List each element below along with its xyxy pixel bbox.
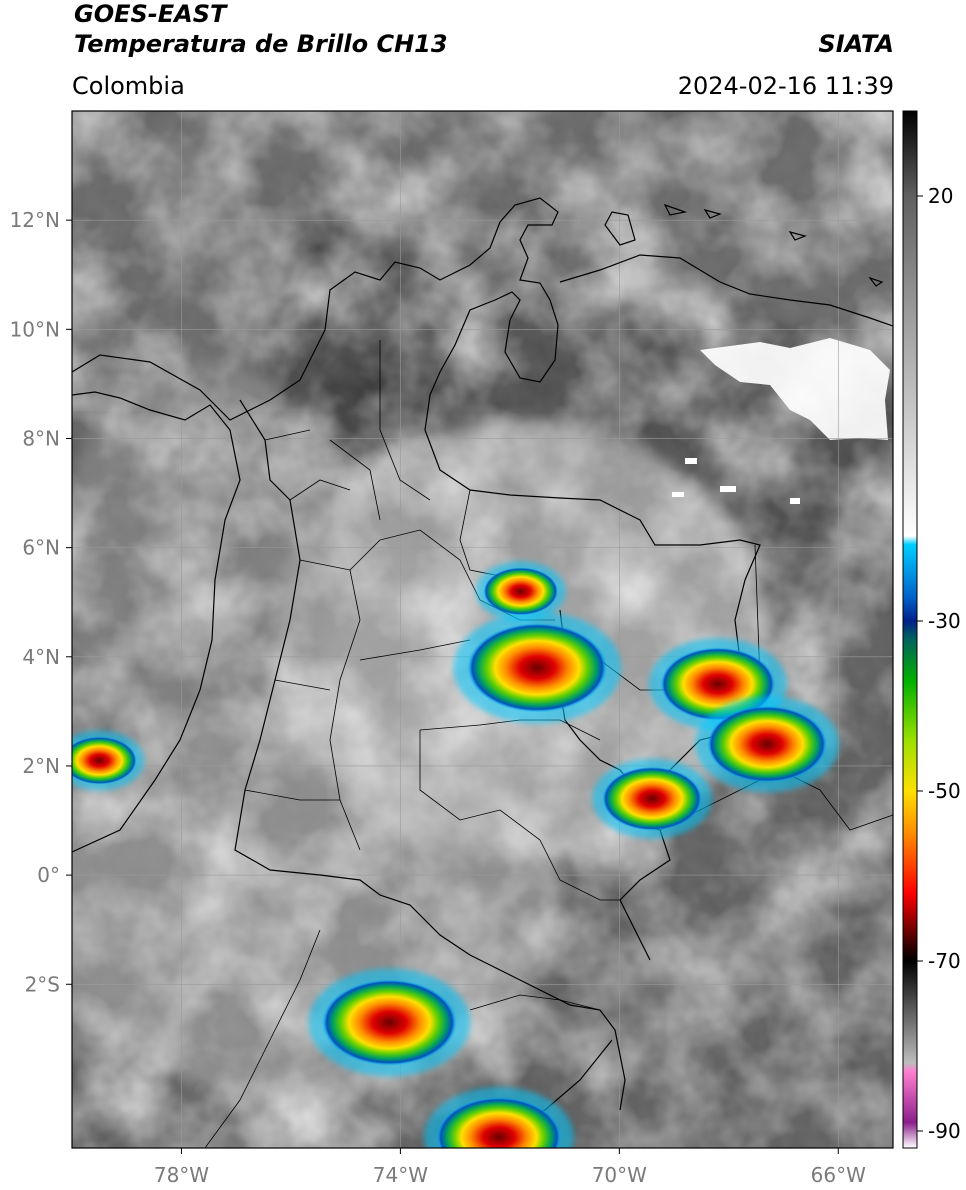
storm-cell bbox=[475, 561, 566, 622]
timestamp-label: 2024-02-16 11:39 bbox=[677, 72, 894, 100]
convective-storms bbox=[72, 561, 840, 1148]
colorbar-ticks: 20 -30 -50 -70 -90 bbox=[917, 184, 961, 1143]
colorbar-frame bbox=[902, 110, 918, 1149]
y-tick-label: 10°N bbox=[10, 317, 60, 341]
x-tick-label: 74°W bbox=[373, 1163, 428, 1187]
warm-surface-patches bbox=[672, 338, 890, 504]
storm-cell bbox=[592, 758, 713, 839]
x-tick-label: 78°W bbox=[154, 1163, 209, 1187]
storm-cell bbox=[695, 696, 840, 793]
y-tick-label: 2°N bbox=[22, 754, 60, 778]
colorbar-tick-label: 20 bbox=[928, 184, 953, 208]
longitude-ticks: 78°W 74°W 70°W 66°W bbox=[154, 1148, 866, 1187]
y-tick-label: 0° bbox=[37, 863, 60, 887]
map-panel bbox=[72, 111, 893, 1148]
y-tick-label: 8°N bbox=[22, 426, 60, 450]
colorbar-tick-label: -30 bbox=[928, 609, 961, 633]
source-label: SIATA bbox=[818, 30, 894, 58]
y-tick-label: 12°N bbox=[10, 208, 60, 232]
latitude-ticks: 12°N 10°N 8°N 6°N 4°N 2°N 0° 2°S bbox=[10, 208, 72, 996]
colorbar-tick-label: -70 bbox=[928, 949, 961, 973]
colorbar-gradient bbox=[903, 111, 917, 1148]
title-line-1: GOES-EAST bbox=[74, 0, 227, 28]
x-tick-label: 70°W bbox=[592, 1163, 647, 1187]
region-label: Colombia bbox=[72, 72, 185, 100]
map-frame bbox=[71, 110, 894, 1149]
storm-cell bbox=[72, 730, 145, 791]
y-tick-label: 2°S bbox=[25, 972, 60, 996]
colorbar: 20 -30 -50 -70 -90 bbox=[902, 110, 961, 1149]
colorbar-tick-label: -90 bbox=[928, 1119, 961, 1143]
colorbar-tick-label: -50 bbox=[928, 779, 961, 803]
storm-cell bbox=[453, 611, 622, 724]
x-tick-label: 66°W bbox=[811, 1163, 866, 1187]
title-line-2: Temperatura de Brillo CH13 bbox=[74, 30, 448, 58]
y-tick-label: 6°N bbox=[22, 536, 60, 560]
storm-cell bbox=[308, 968, 471, 1077]
y-tick-label: 4°N bbox=[22, 645, 60, 669]
storm-cell bbox=[423, 1087, 574, 1148]
